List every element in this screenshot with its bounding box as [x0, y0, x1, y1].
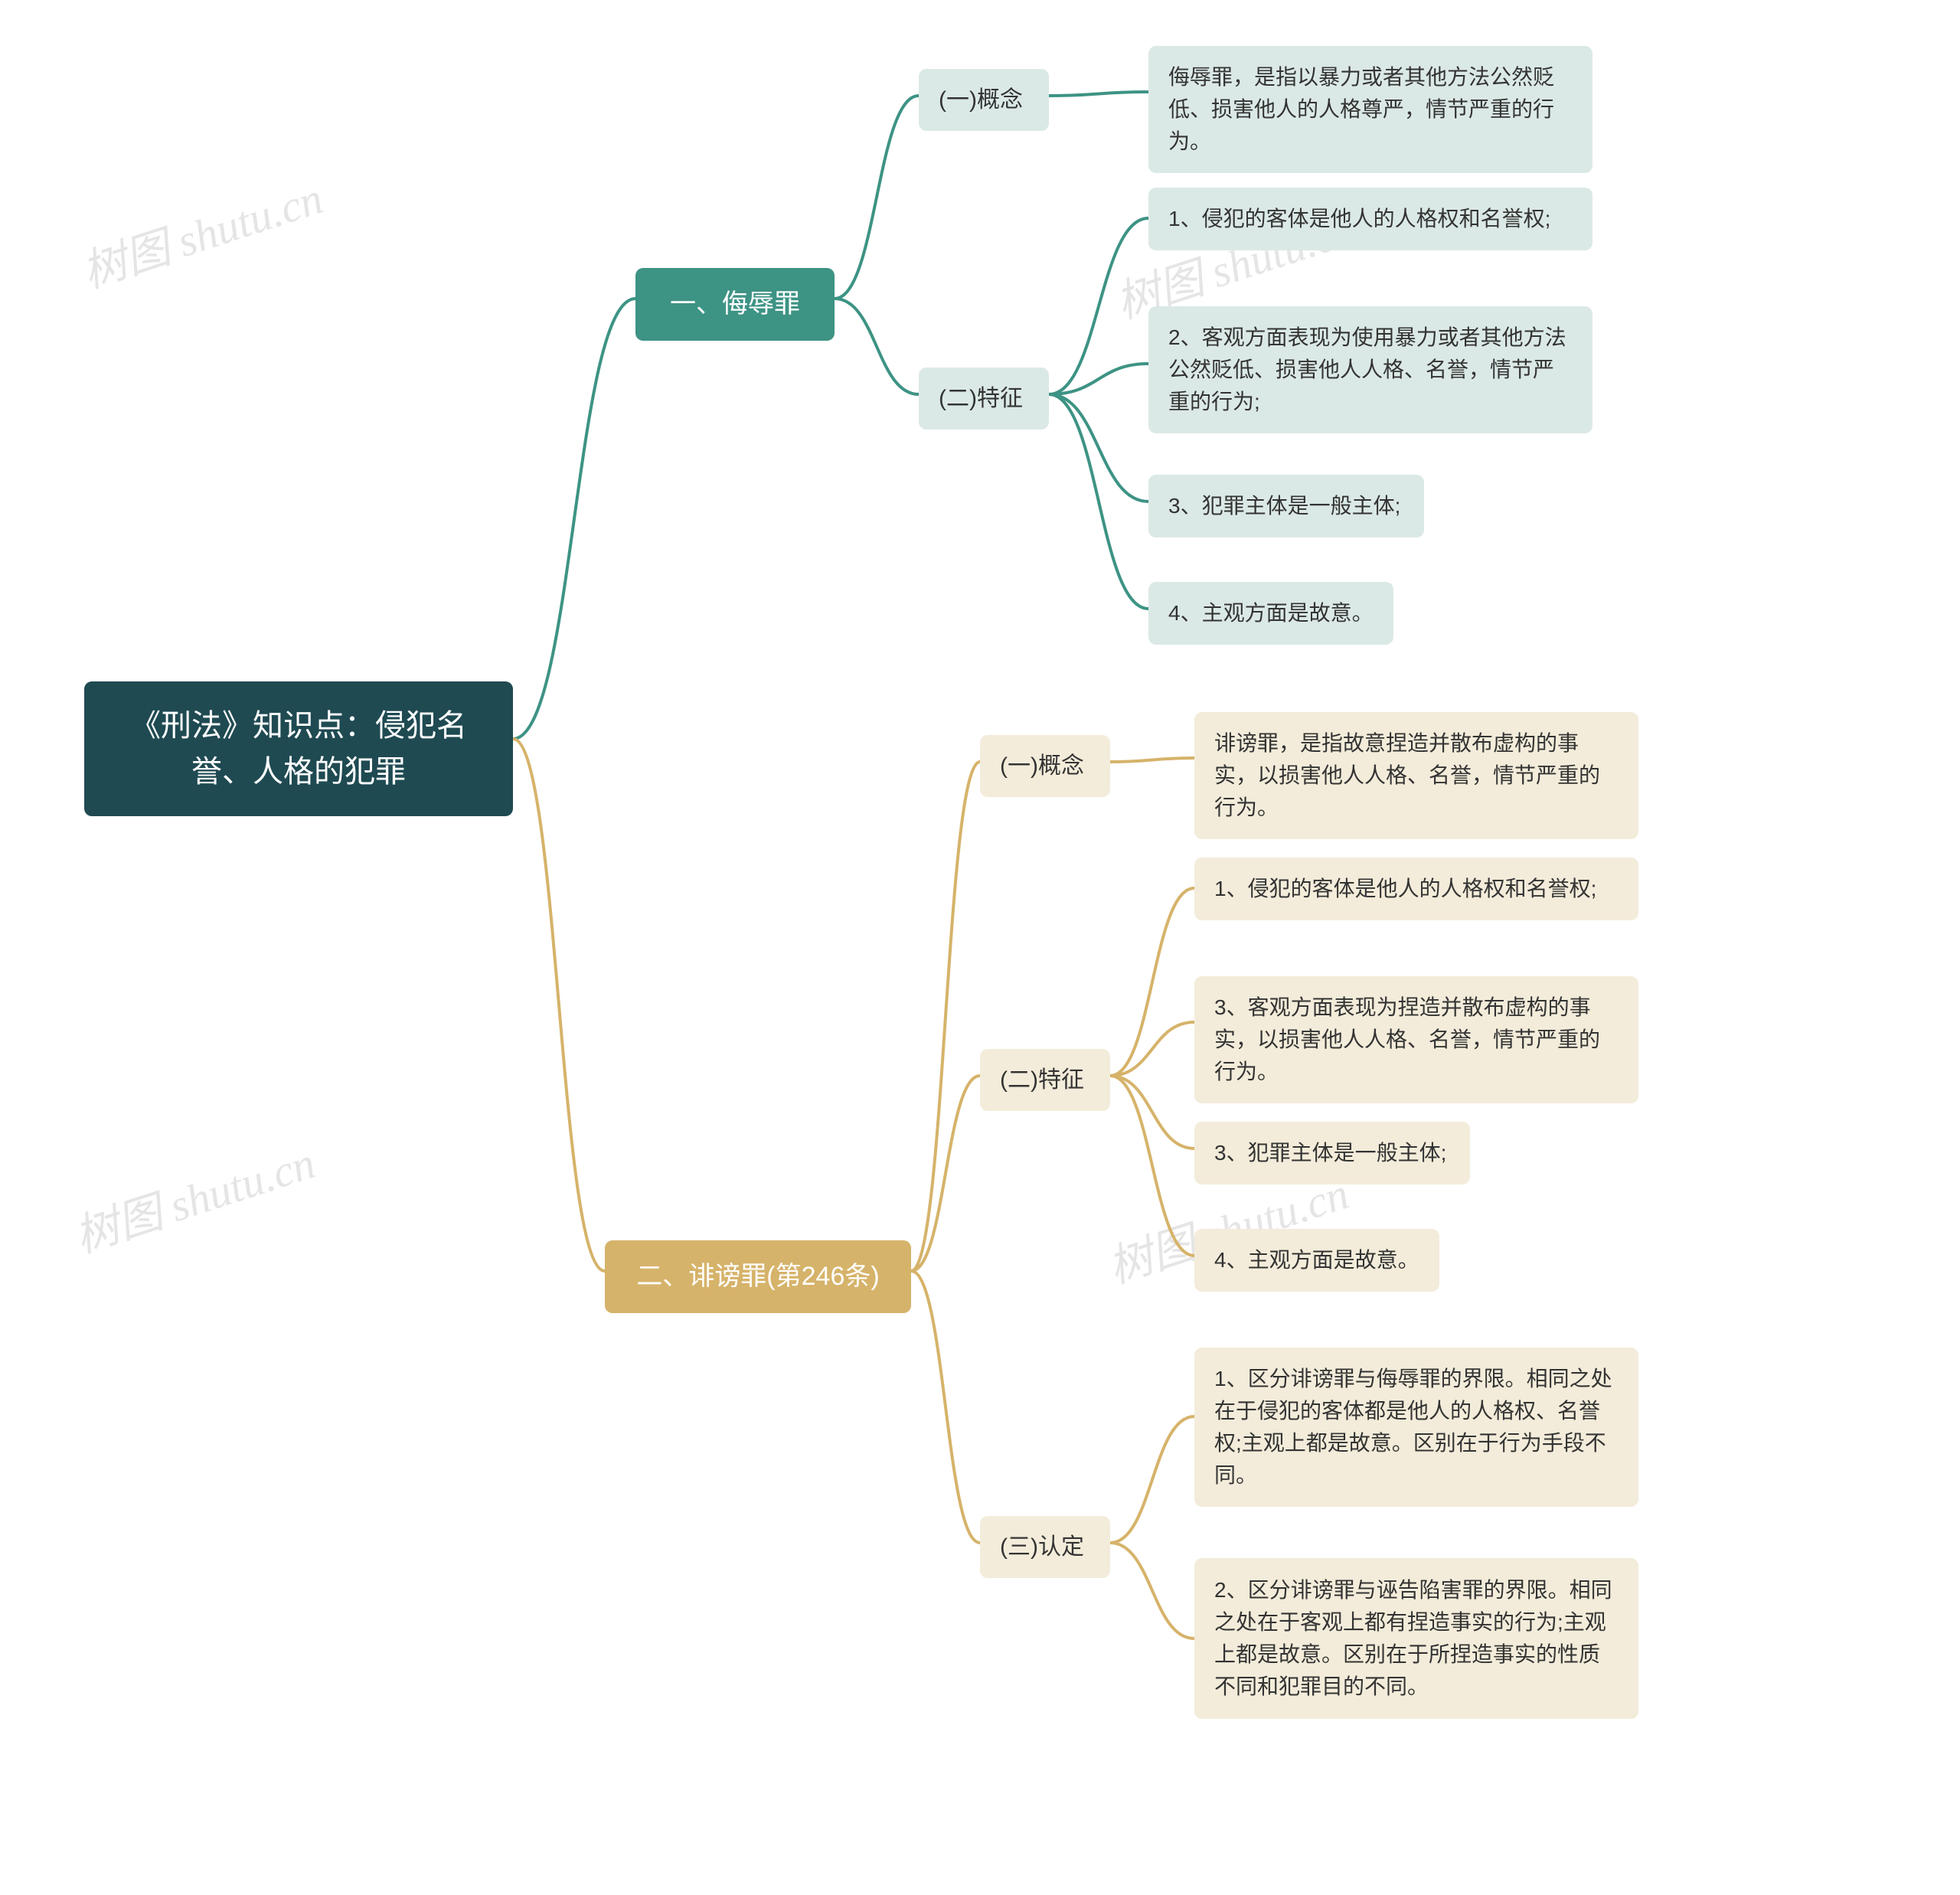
leaf-node: 4、主观方面是故意。: [1194, 1229, 1439, 1292]
leaf-node: 3、犯罪主体是一般主体;: [1148, 475, 1424, 537]
leaf-node: 1、区分诽谤罪与侮辱罪的界限。相同之处在于侵犯的客体都是他人的人格权、名誉权;主…: [1194, 1348, 1638, 1507]
leaf-node: 3、客观方面表现为捏造并散布虚构的事实，以损害他人人格、名誉，情节严重的行为。: [1194, 976, 1638, 1103]
branch-node: 二、诽谤罪(第246条): [605, 1240, 911, 1313]
sub-node: (二)特征: [919, 368, 1049, 430]
leaf-node: 3、犯罪主体是一般主体;: [1194, 1122, 1470, 1184]
root-node: 《刑法》知识点：侵犯名誉、人格的犯罪: [84, 681, 513, 816]
leaf-node: 1、侵犯的客体是他人的人格权和名誉权;: [1148, 188, 1592, 250]
sub-node: (二)特征: [980, 1049, 1110, 1111]
leaf-node: 1、侵犯的客体是他人的人格权和名誉权;: [1194, 858, 1638, 920]
sub-node: (一)概念: [919, 69, 1049, 131]
sub-node: (三)认定: [980, 1516, 1110, 1578]
sub-node: (一)概念: [980, 735, 1110, 797]
leaf-node: 侮辱罪，是指以暴力或者其他方法公然贬低、损害他人的人格尊严，情节严重的行为。: [1148, 46, 1592, 173]
leaf-node: 2、客观方面表现为使用暴力或者其他方法公然贬低、损害他人人格、名誉，情节严重的行…: [1148, 306, 1592, 433]
leaf-node: 4、主观方面是故意。: [1148, 582, 1393, 645]
leaf-node: 诽谤罪，是指故意捏造并散布虚构的事实，以损害他人人格、名誉，情节严重的行为。: [1194, 712, 1638, 839]
leaf-node: 2、区分诽谤罪与诬告陷害罪的界限。相同之处在于客观上都有捏造事实的行为;主观上都…: [1194, 1558, 1638, 1719]
branch-node: 一、侮辱罪: [635, 268, 835, 341]
